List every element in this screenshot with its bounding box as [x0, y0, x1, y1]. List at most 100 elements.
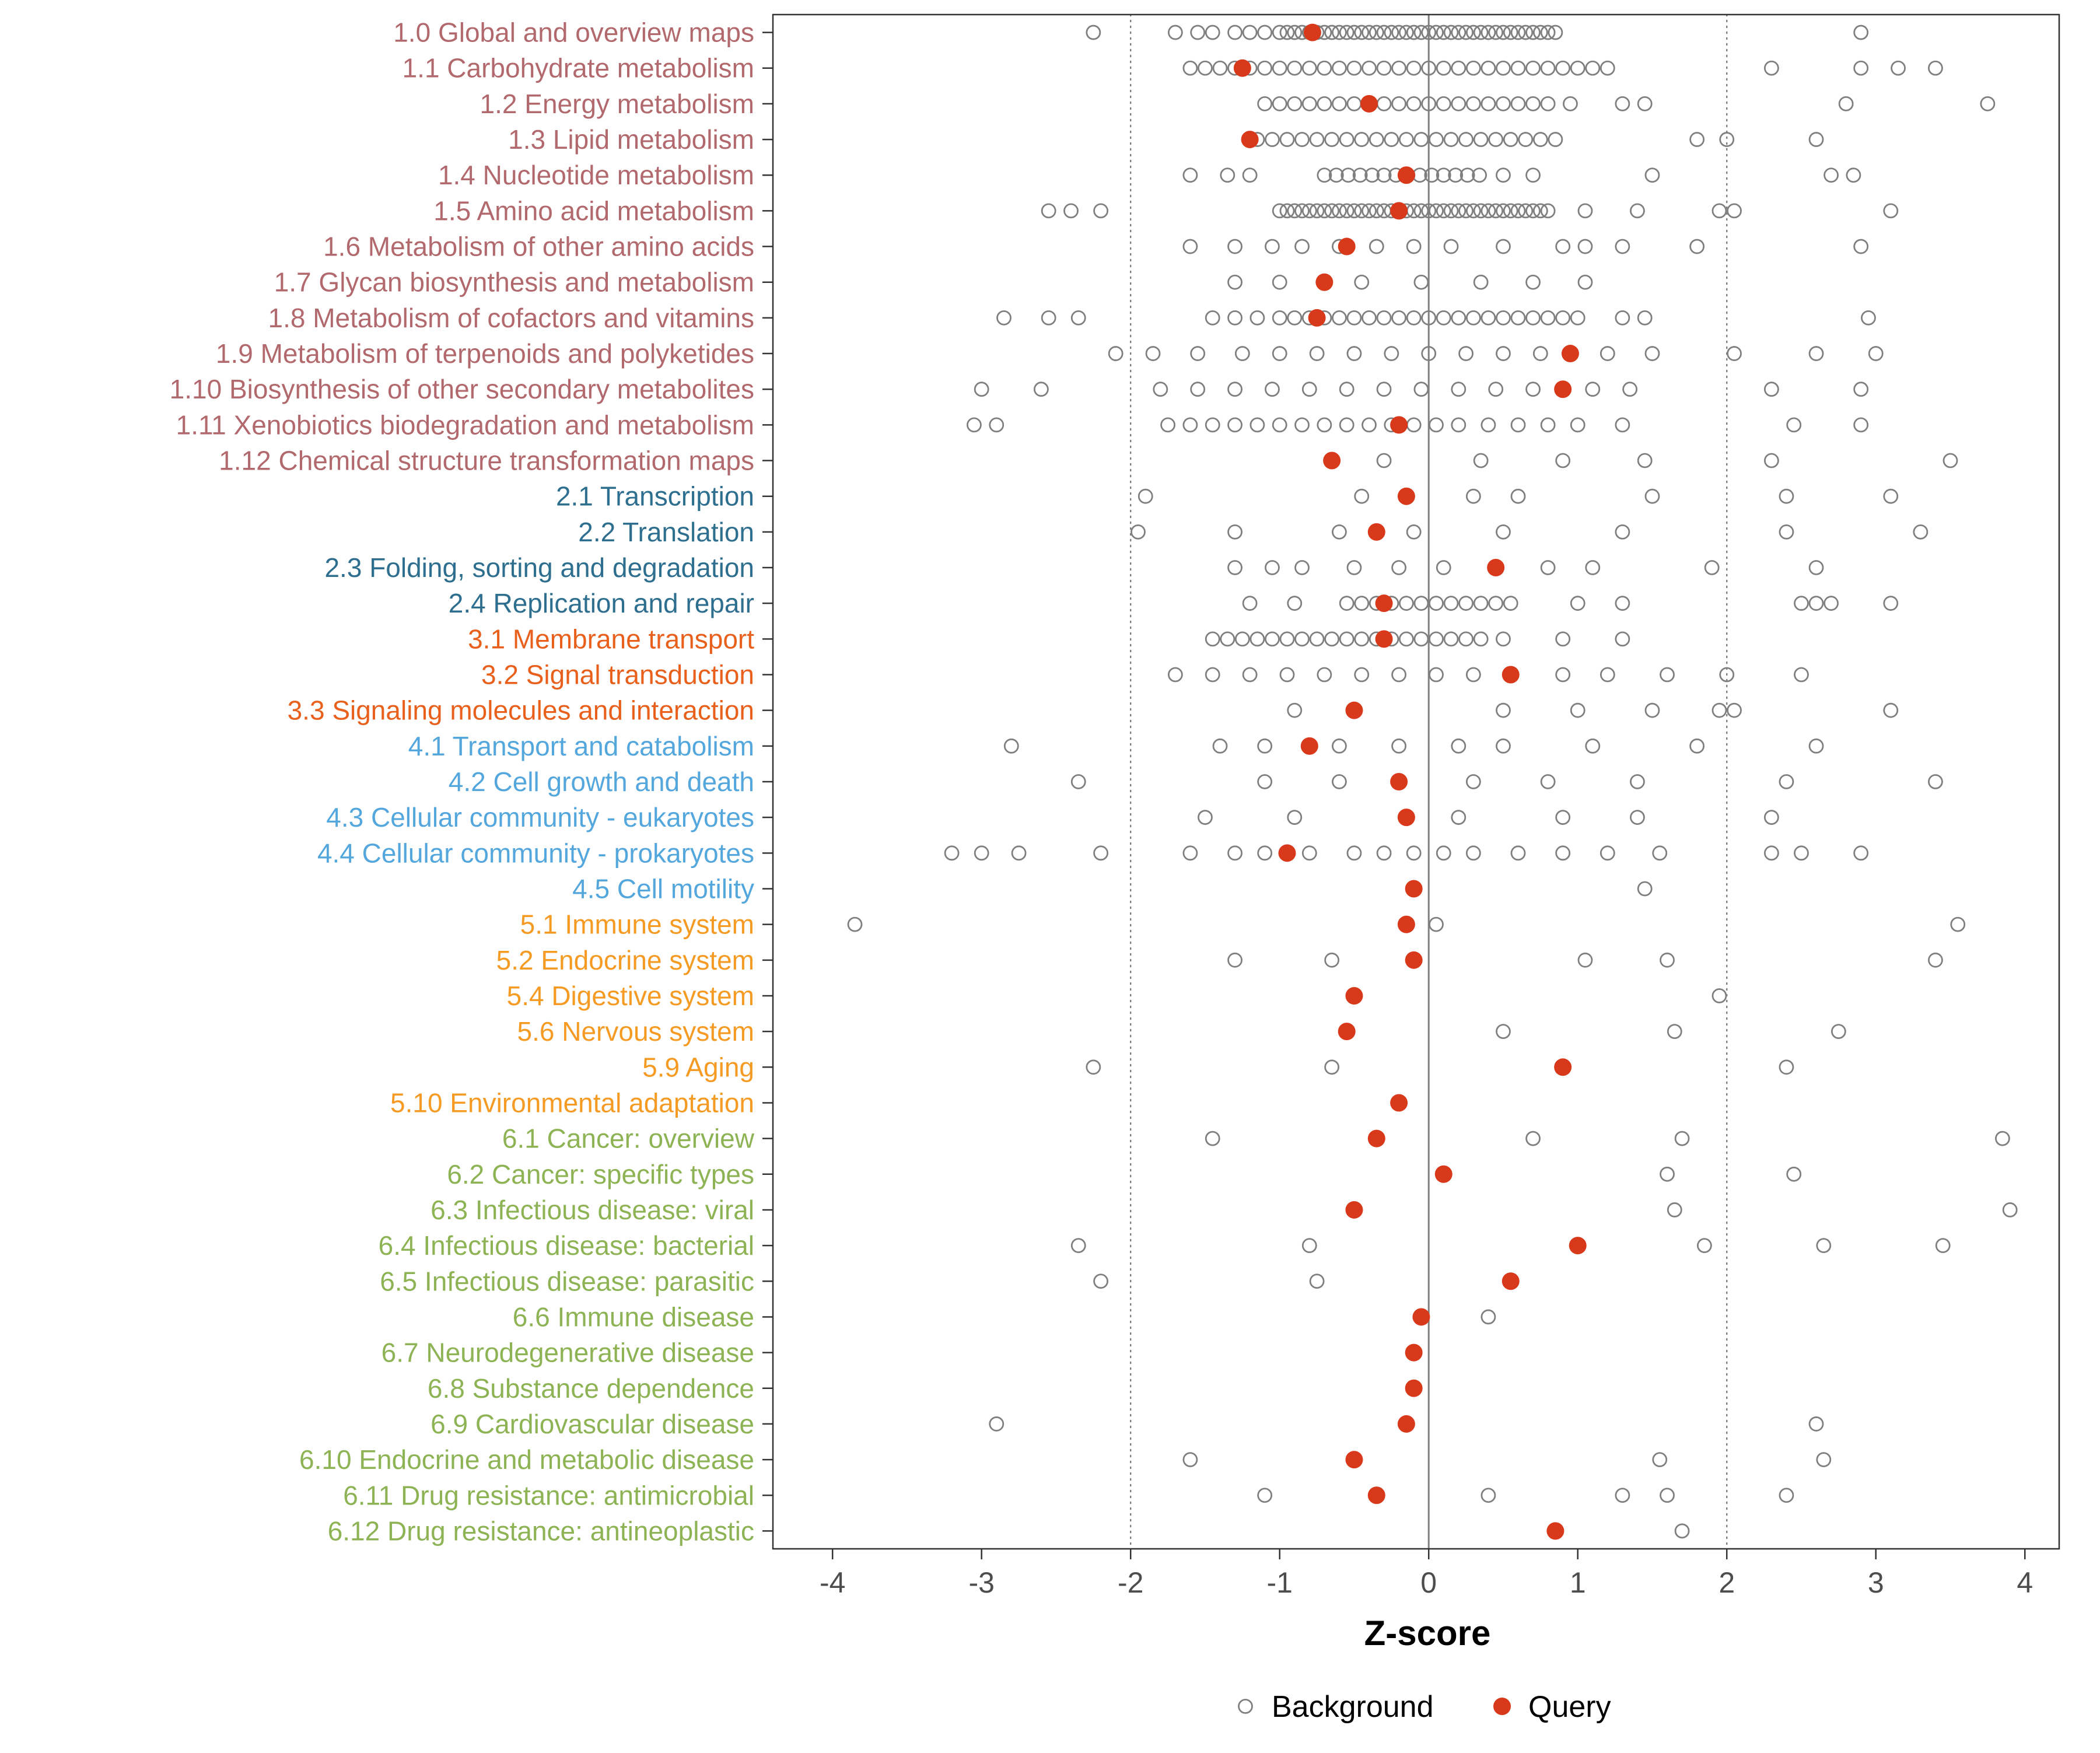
background-point: [1727, 702, 1742, 718]
query-point: [1345, 1451, 1363, 1469]
background-point: [1436, 167, 1451, 183]
background-point: [1287, 310, 1303, 326]
background-point: [1376, 310, 1392, 326]
background-point: [1332, 60, 1347, 76]
background-point: [1555, 60, 1571, 76]
background-point: [1250, 417, 1265, 433]
background-point: [1429, 667, 1444, 683]
background-point: [1458, 132, 1474, 147]
background-point: [1190, 346, 1206, 361]
background-point: [1510, 310, 1526, 326]
background-point: [1227, 560, 1242, 575]
query-point: [1323, 452, 1341, 470]
background-point: [1198, 60, 1213, 76]
background-point: [1496, 346, 1511, 361]
background-point: [1391, 738, 1407, 754]
query-point: [1405, 951, 1423, 969]
background-point: [1480, 417, 1496, 433]
background-point: [1532, 346, 1548, 361]
background-point: [1376, 453, 1392, 468]
background-point: [1838, 96, 1854, 111]
background-point: [1465, 774, 1481, 789]
background-point: [1451, 203, 1466, 219]
background-point: [1354, 488, 1370, 504]
background-point: [1525, 203, 1541, 219]
background-point: [1824, 167, 1839, 183]
background-point: [1808, 346, 1824, 361]
background-point: [1600, 60, 1615, 76]
query-point: [1308, 309, 1326, 327]
background-point: [1421, 203, 1437, 219]
background-point: [1242, 667, 1258, 683]
background-point: [1548, 25, 1563, 40]
background-point: [1364, 167, 1380, 183]
background-point: [1421, 96, 1437, 111]
background-point: [1354, 203, 1370, 219]
background-point: [1712, 988, 1727, 1003]
background-point: [1421, 346, 1437, 361]
background-point: [1585, 60, 1601, 76]
background-point: [1510, 845, 1526, 861]
category-label: 6.6 Immune disease: [513, 1301, 754, 1332]
background-point: [1555, 667, 1571, 683]
reference-lines: [1129, 13, 1728, 1550]
background-point: [1391, 560, 1407, 575]
background-point: [1384, 25, 1399, 40]
background-point: [1011, 845, 1027, 861]
legend-query-marker-icon: [1493, 1698, 1511, 1715]
legend: Background Query: [1238, 1690, 1611, 1724]
background-point: [1346, 346, 1362, 361]
background-point: [1086, 25, 1101, 40]
background-point: [1429, 596, 1444, 611]
background-point: [1555, 453, 1571, 468]
query-point: [1397, 487, 1415, 505]
background-point: [1496, 203, 1511, 219]
background-point: [1317, 167, 1332, 183]
background-point: [1473, 453, 1489, 468]
background-point: [1480, 310, 1496, 326]
background-point: [1279, 25, 1295, 40]
background-point: [1465, 96, 1481, 111]
background-point: [1831, 1024, 1846, 1040]
query-point: [1397, 915, 1415, 933]
background-point: [1861, 310, 1876, 326]
background-point: [1354, 25, 1370, 40]
background-point: [1577, 203, 1593, 219]
background-point: [1448, 167, 1464, 183]
background-point: [1652, 845, 1668, 861]
background-point: [1525, 382, 1541, 397]
background-point: [1227, 274, 1242, 290]
background-point: [1339, 203, 1354, 219]
background-point: [1913, 524, 1929, 540]
background-point: [1368, 239, 1384, 254]
category-label: 1.5 Amino acid metabolism: [433, 195, 754, 226]
background-point: [1328, 167, 1344, 183]
background-point: [1167, 25, 1183, 40]
background-point: [1205, 1131, 1220, 1146]
x-tick-label: 0: [1420, 1566, 1437, 1599]
category-label: 6.1 Cancer: overview: [502, 1124, 755, 1154]
background-point: [1496, 1024, 1511, 1040]
background-point: [1816, 1452, 1832, 1467]
background-point: [1287, 596, 1303, 611]
legend-background-marker-icon: [1238, 1699, 1253, 1714]
background-point: [1615, 96, 1630, 111]
background-point: [1182, 167, 1198, 183]
background-point: [1041, 203, 1056, 219]
background-point: [1182, 239, 1198, 254]
background-point: [1234, 631, 1250, 647]
background-point: [1674, 1131, 1690, 1146]
background-point: [1637, 310, 1653, 326]
background-point: [1421, 25, 1437, 40]
background-point: [1779, 774, 1794, 789]
background-point: [1332, 738, 1347, 754]
background-point: [1510, 417, 1526, 433]
background-point: [1436, 310, 1451, 326]
background-point: [1465, 60, 1481, 76]
background-point: [1719, 132, 1735, 147]
category-label: 3.1 Membrane transport: [468, 624, 754, 654]
background-point: [1630, 810, 1645, 825]
background-point: [1465, 488, 1481, 504]
background-point: [1272, 417, 1287, 433]
category-label: 1.8 Metabolism of cofactors and vitamins: [268, 303, 754, 333]
